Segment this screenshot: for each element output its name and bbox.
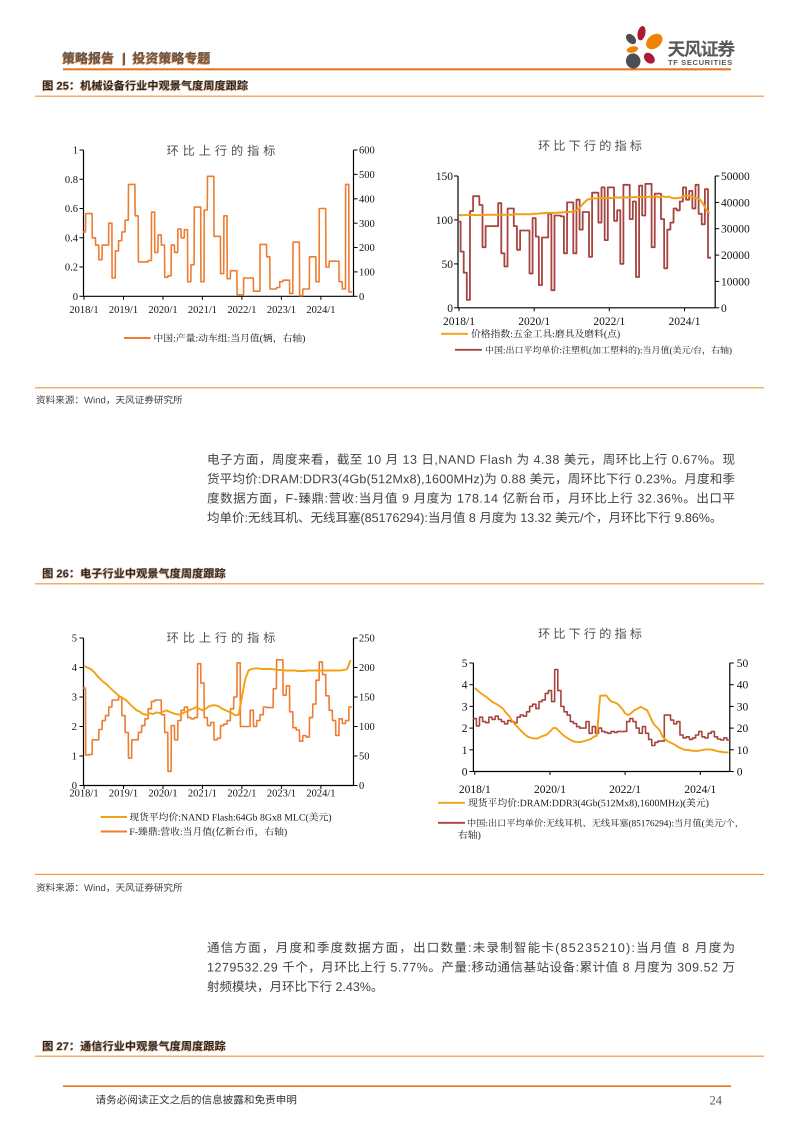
svg-text:0: 0 xyxy=(721,303,727,315)
svg-text:2023/1: 2023/1 xyxy=(267,305,296,316)
svg-text:50: 50 xyxy=(442,259,454,271)
svg-text:2022/1: 2022/1 xyxy=(609,784,641,796)
svg-text:40000: 40000 xyxy=(721,197,750,209)
svg-text:400: 400 xyxy=(359,194,375,205)
svg-text:2024/1: 2024/1 xyxy=(306,305,335,316)
svg-text:2: 2 xyxy=(462,723,468,735)
svg-text:0.2: 0.2 xyxy=(65,263,78,274)
svg-text:40: 40 xyxy=(737,680,749,692)
svg-text:10000: 10000 xyxy=(721,276,750,288)
svg-text:0: 0 xyxy=(447,303,453,315)
svg-text:30: 30 xyxy=(737,701,749,713)
svg-text:1: 1 xyxy=(73,146,78,157)
svg-text:5: 5 xyxy=(462,658,468,670)
svg-text:0.8: 0.8 xyxy=(65,175,78,186)
svg-text:2024/1: 2024/1 xyxy=(684,784,716,796)
svg-text:2019/1: 2019/1 xyxy=(109,789,138,800)
svg-text:24: 24 xyxy=(710,1094,723,1108)
svg-text:2: 2 xyxy=(72,722,77,733)
svg-text:2022/1: 2022/1 xyxy=(593,316,625,328)
svg-text:2019/1: 2019/1 xyxy=(109,305,138,316)
svg-text:500: 500 xyxy=(359,170,375,181)
svg-text:0: 0 xyxy=(359,292,364,303)
svg-text:50: 50 xyxy=(359,752,370,763)
svg-text:30000: 30000 xyxy=(721,224,750,236)
svg-text:3: 3 xyxy=(72,693,77,704)
svg-text:150: 150 xyxy=(359,693,375,704)
svg-text:0: 0 xyxy=(73,292,78,303)
svg-text:5: 5 xyxy=(72,634,77,645)
svg-text:100: 100 xyxy=(359,268,375,279)
svg-text:50000: 50000 xyxy=(721,171,750,183)
svg-text:2018/1: 2018/1 xyxy=(443,316,475,328)
svg-text:1: 1 xyxy=(72,752,77,763)
svg-text:2018/1: 2018/1 xyxy=(69,789,98,800)
svg-text:0: 0 xyxy=(737,767,743,779)
svg-text:0.6: 0.6 xyxy=(65,204,78,215)
svg-text:2018/1: 2018/1 xyxy=(69,305,98,316)
svg-text:0.4: 0.4 xyxy=(65,233,79,244)
svg-text:2024/1: 2024/1 xyxy=(669,316,701,328)
svg-text:10: 10 xyxy=(737,745,749,757)
svg-text:150: 150 xyxy=(436,171,454,183)
svg-text:0: 0 xyxy=(72,781,77,792)
svg-text:2022/1: 2022/1 xyxy=(227,305,256,316)
svg-text:0: 0 xyxy=(359,781,364,792)
svg-text:20000: 20000 xyxy=(721,250,750,262)
svg-text:200: 200 xyxy=(359,663,375,674)
svg-text:2024/1: 2024/1 xyxy=(306,789,335,800)
svg-text:4: 4 xyxy=(72,663,78,674)
svg-text:2021/1: 2021/1 xyxy=(188,789,217,800)
svg-text:2021/1: 2021/1 xyxy=(188,305,217,316)
svg-text:2022/1: 2022/1 xyxy=(227,789,256,800)
svg-text:2018/1: 2018/1 xyxy=(459,784,491,796)
svg-text:2020/1: 2020/1 xyxy=(148,305,177,316)
svg-text:100: 100 xyxy=(436,215,454,227)
svg-text:4: 4 xyxy=(462,680,468,692)
svg-text:20: 20 xyxy=(737,723,749,735)
svg-text:2023/1: 2023/1 xyxy=(267,789,296,800)
svg-text:600: 600 xyxy=(359,146,375,157)
svg-text:0: 0 xyxy=(462,767,468,779)
svg-text:200: 200 xyxy=(359,243,375,254)
svg-text:2020/1: 2020/1 xyxy=(534,784,566,796)
svg-text:3: 3 xyxy=(462,701,468,713)
svg-text:100: 100 xyxy=(359,722,375,733)
svg-text:50: 50 xyxy=(737,658,749,670)
svg-text:300: 300 xyxy=(359,219,375,230)
svg-text:1: 1 xyxy=(462,745,468,757)
svg-text:TF SECURITIES: TF SECURITIES xyxy=(668,58,733,67)
svg-text:2020/1: 2020/1 xyxy=(518,316,550,328)
svg-text:250: 250 xyxy=(359,634,375,645)
svg-text:2020/1: 2020/1 xyxy=(148,789,177,800)
